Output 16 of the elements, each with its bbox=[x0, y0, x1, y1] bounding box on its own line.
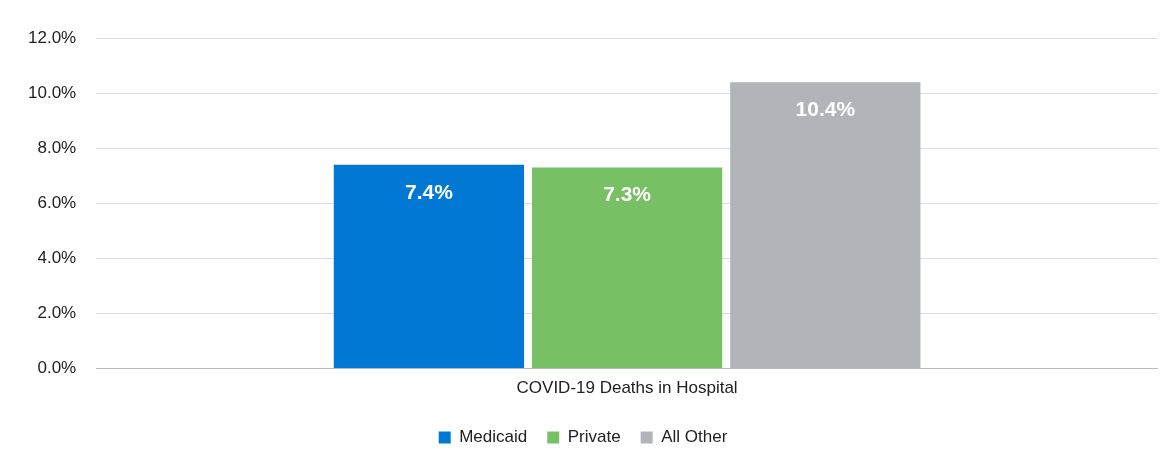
y-tick-label: 0.0% bbox=[37, 358, 77, 378]
data-label: 7.4% bbox=[404, 179, 454, 203]
bar bbox=[531, 167, 723, 369]
bar bbox=[333, 164, 525, 369]
legend-label: All Other bbox=[661, 427, 728, 447]
y-tick-label: 12.0% bbox=[28, 27, 77, 47]
y-tick-label: 4.0% bbox=[37, 248, 77, 268]
data-label: 10.4% bbox=[795, 97, 856, 121]
data-label: 7.3% bbox=[603, 182, 652, 206]
y-tick-label: 6.0% bbox=[37, 193, 77, 213]
y-tick-label: 2.0% bbox=[37, 303, 77, 323]
y-tick-label: 10.0% bbox=[28, 82, 77, 102]
y-tick-label: 8.0% bbox=[37, 138, 77, 158]
legend-label: Medicaid bbox=[459, 427, 528, 447]
x-tick-label: COVID-19 Deaths in Hospital bbox=[516, 378, 738, 398]
legend-label: Private bbox=[567, 427, 621, 447]
